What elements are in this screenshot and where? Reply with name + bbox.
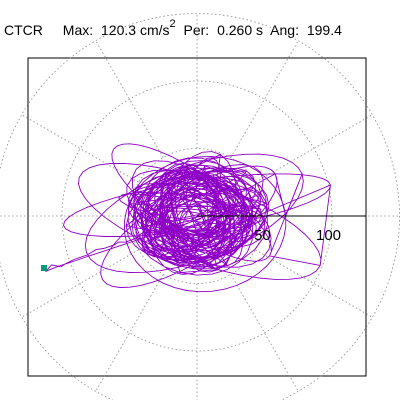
ang-value: 199.4 [306,21,342,38]
station-code: CTCR [4,21,43,38]
max-label: Max: [62,21,94,38]
particle-motion-trace [45,143,332,293]
grid-spoke-210 [21,249,139,318]
grid-spoke-240 [95,274,164,392]
ang-label: Ang: [270,21,299,38]
grid-spoke-330 [255,249,373,318]
grid-spoke-150 [21,114,139,183]
max-unit-exponent: 2 [169,18,176,30]
chart-header: CTCR Max: 120.3 cm/s2 Per: 0.260 s Ang: … [4,18,346,38]
max-amplitude-marker [41,265,47,271]
max-value: 120.3 cm/s2 [101,18,176,38]
per-label: Per: [183,21,210,38]
grid-spoke-300 [230,274,299,392]
max-value-number: 120.3 cm/s [101,21,170,38]
grid-spoke-60 [230,40,299,158]
grid-spoke-30 [255,114,373,183]
per-value: 0.260 s [217,21,264,38]
tick-label-100: 100 [316,227,341,244]
tick-label-50: 50 [254,227,271,244]
grid-spoke-120 [95,40,164,158]
